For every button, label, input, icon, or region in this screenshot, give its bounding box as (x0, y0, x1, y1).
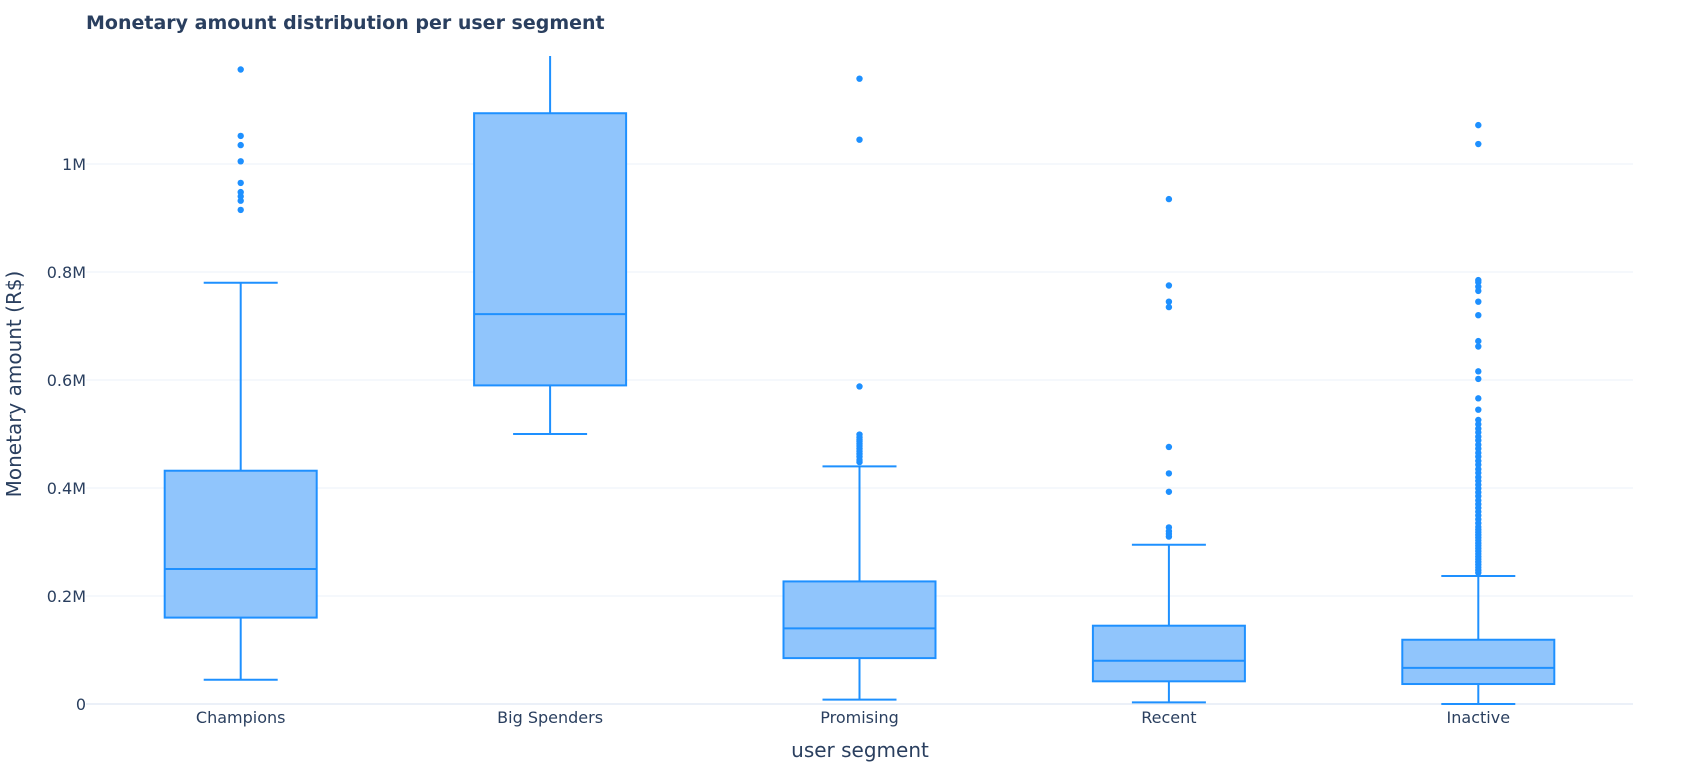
box-recent (1091, 195, 1246, 704)
outlier-point (1165, 195, 1173, 203)
outlier-point (1165, 443, 1173, 451)
x-tick-label: Big Spenders (497, 708, 603, 727)
outlier-point (1475, 140, 1482, 148)
outlier-point (237, 179, 244, 187)
outlier-point (237, 188, 244, 196)
outlier-point (1475, 298, 1482, 305)
y-tick-label: 1M (62, 155, 86, 174)
x-tick-label: Promising (820, 708, 899, 727)
x-tick-label: Champions (196, 708, 286, 727)
gridlines (86, 163, 1633, 705)
outlier-point (856, 136, 863, 143)
box-iqr (1091, 624, 1246, 683)
outlier-point (1165, 282, 1173, 289)
y-axis-ticks: 0 0.2M 0.4M 0.6M 0.8M 1M (47, 155, 86, 714)
box-big-spenders (473, 56, 628, 435)
outlier-point (1165, 524, 1173, 531)
outlier-point (237, 206, 244, 214)
box-iqr (782, 580, 937, 660)
y-tick-label: 0.6M (47, 371, 86, 390)
outlier-point (856, 383, 863, 390)
chart-title: Monetary amount distribution per user se… (86, 12, 605, 34)
outlier-point (1475, 375, 1482, 383)
outlier-point (1165, 488, 1173, 495)
box-iqr (163, 469, 318, 619)
outlier-point (1165, 298, 1173, 305)
outlier-point (237, 158, 244, 165)
outlier-point (1475, 343, 1482, 350)
outlier-point (1475, 121, 1482, 129)
outlier-point (1475, 337, 1482, 345)
outlier-point (1165, 470, 1173, 477)
y-tick-label: 0.4M (47, 479, 86, 498)
y-tick-label: 0.2M (47, 587, 86, 606)
outlier-point (1475, 406, 1482, 413)
x-axis-ticks: Champions Big Spenders Promising Recent Inac… (196, 708, 1510, 727)
outlier-point (1165, 303, 1173, 311)
y-tick-label: 0 (76, 695, 86, 714)
outlier-point (1475, 312, 1482, 319)
outlier-point (237, 141, 244, 149)
y-tick-label: 0.8M (47, 263, 86, 282)
x-tick-label: Recent (1141, 708, 1196, 727)
boxes (163, 56, 1556, 705)
box-promising (782, 75, 937, 701)
outlier-point (856, 75, 863, 82)
outlier-point (1475, 416, 1482, 424)
outlier-point (237, 66, 244, 73)
x-axis-title: user segment (791, 738, 929, 762)
outlier-point (1475, 395, 1482, 402)
box-champions (163, 66, 318, 681)
outlier-point (237, 132, 244, 140)
outlier-point (1475, 276, 1482, 284)
outlier-point (1475, 368, 1482, 375)
box-iqr (1401, 638, 1556, 686)
x-tick-label: Inactive (1447, 708, 1511, 727)
box-iqr (473, 112, 628, 387)
y-axis-title: Monetary amount (R$) (2, 271, 26, 498)
box-inactive (1401, 121, 1556, 705)
outlier-point (856, 431, 863, 438)
